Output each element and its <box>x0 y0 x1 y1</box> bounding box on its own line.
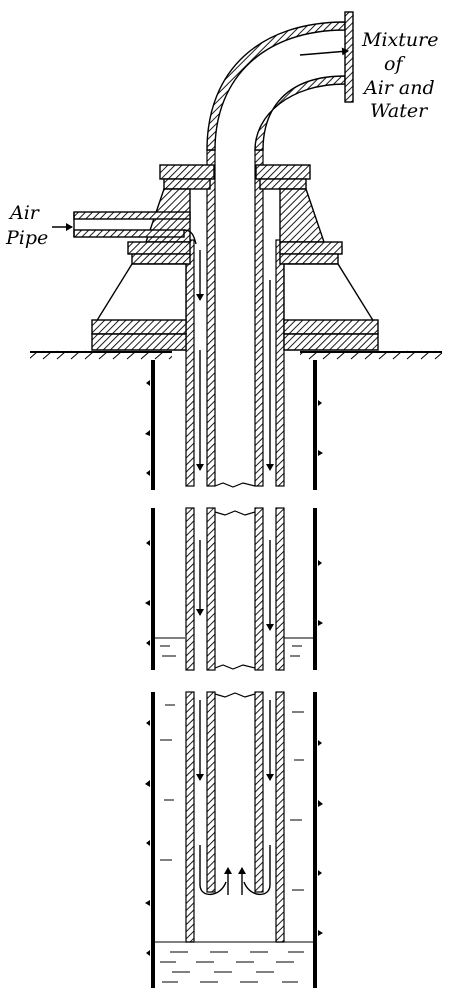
well-head-fitting <box>91 164 379 351</box>
ground-surface <box>30 350 442 360</box>
borehole-wall-right <box>313 360 323 988</box>
air-pipe-label: Air Pipe <box>5 202 48 249</box>
bottom-flow-arrows <box>199 845 271 896</box>
air-pipe-label-line2: Pipe <box>5 227 48 249</box>
outer-casing <box>185 239 285 943</box>
outlet-label-line3: Air and <box>362 77 435 99</box>
outlet-label-line2: of <box>384 53 405 75</box>
borehole-wall-left <box>145 360 155 988</box>
air-pipe <box>73 211 197 245</box>
well-water <box>155 637 313 983</box>
airflow-arrows <box>196 250 274 781</box>
outlet-label-line1: Mixture <box>361 29 438 51</box>
eductor-pipe <box>206 149 264 893</box>
outlet-label-line4: Water <box>370 100 429 122</box>
air-pipe-label-line1: Air <box>8 202 41 224</box>
discharge-arrow <box>299 47 349 56</box>
discharge-elbow <box>206 11 354 151</box>
outlet-label: Mixture of Air and Water <box>361 29 438 122</box>
